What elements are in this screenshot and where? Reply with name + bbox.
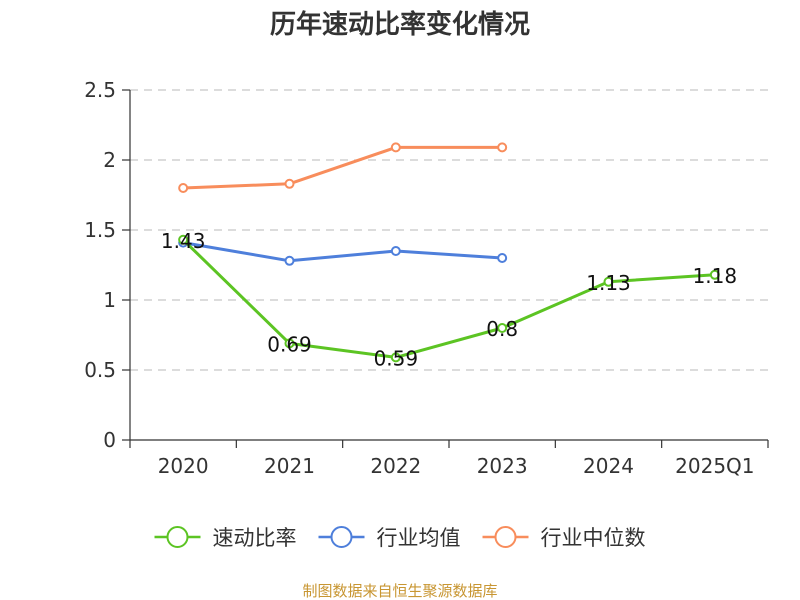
x-tick-label: 2021 (264, 454, 315, 478)
series-point-2 (284, 255, 295, 266)
data-labels: 1.43 0.69 0.59 0.8 1.13 1.18 (161, 229, 737, 371)
data-label: 0.69 (267, 332, 312, 356)
data-label: 0.59 (374, 346, 419, 370)
y-tick-label: 1.5 (84, 218, 116, 242)
series-point-2 (390, 246, 401, 256)
data-label: 1.13 (586, 271, 631, 295)
grid-lines (130, 89, 768, 371)
x-tick-label: 2022 (370, 454, 421, 478)
x-tick-label: 2025Q1 (675, 454, 754, 478)
series-line-2 (182, 241, 503, 263)
x-tick-label: 2023 (477, 454, 528, 478)
legend-item[interactable]: 行业中位数 (482, 526, 646, 550)
legend: 速动比率 行业均值 行业中位数 (154, 526, 646, 550)
legend-label: 速动比率 (213, 526, 297, 550)
y-tick-label: 2 (103, 148, 116, 172)
chart-title: 历年速动比率变化情况 (270, 9, 530, 40)
legend-marker (494, 526, 517, 548)
series-point-1 (284, 338, 295, 349)
series-point-3 (284, 178, 295, 189)
axes: 0 0.5 1 1.5 2 2.5 2020 2021 2022 2023 2024 2025Q1 (84, 78, 769, 478)
legend-item[interactable]: 行业均值 (318, 526, 461, 550)
x-tick-label: 2020 (158, 454, 209, 478)
series-point-1 (390, 352, 401, 363)
series-point-2 (497, 253, 508, 263)
y-tick-label: 0.5 (84, 358, 116, 382)
data-label: 1.43 (161, 229, 206, 253)
series-point-3 (178, 183, 189, 193)
source-note: 制图数据来自恒生聚源数据库 (302, 582, 497, 600)
legend-marker (330, 526, 353, 548)
series-point-3 (497, 142, 508, 153)
y-tick-label: 1 (103, 288, 116, 312)
series-point-1 (603, 276, 614, 287)
series-point-1 (178, 234, 189, 245)
legend-item[interactable]: 速动比率 (154, 526, 297, 550)
y-tick-label: 2.5 (84, 78, 116, 102)
x-tick-label: 2024 (583, 454, 634, 478)
data-label: 1.18 (693, 264, 738, 288)
legend-marker (166, 526, 189, 548)
series-line-3 (183, 145, 503, 190)
legend-label: 行业均值 (377, 526, 461, 550)
legend-label: 行业中位数 (541, 526, 646, 550)
data-label: 0.8 (486, 317, 518, 341)
series-point-1 (709, 269, 720, 280)
series-line-1 (182, 238, 715, 359)
y-tick-label: 0 (103, 428, 116, 452)
series-point-1 (497, 323, 508, 333)
series-point-3 (390, 142, 401, 153)
series-layer (178, 142, 720, 363)
